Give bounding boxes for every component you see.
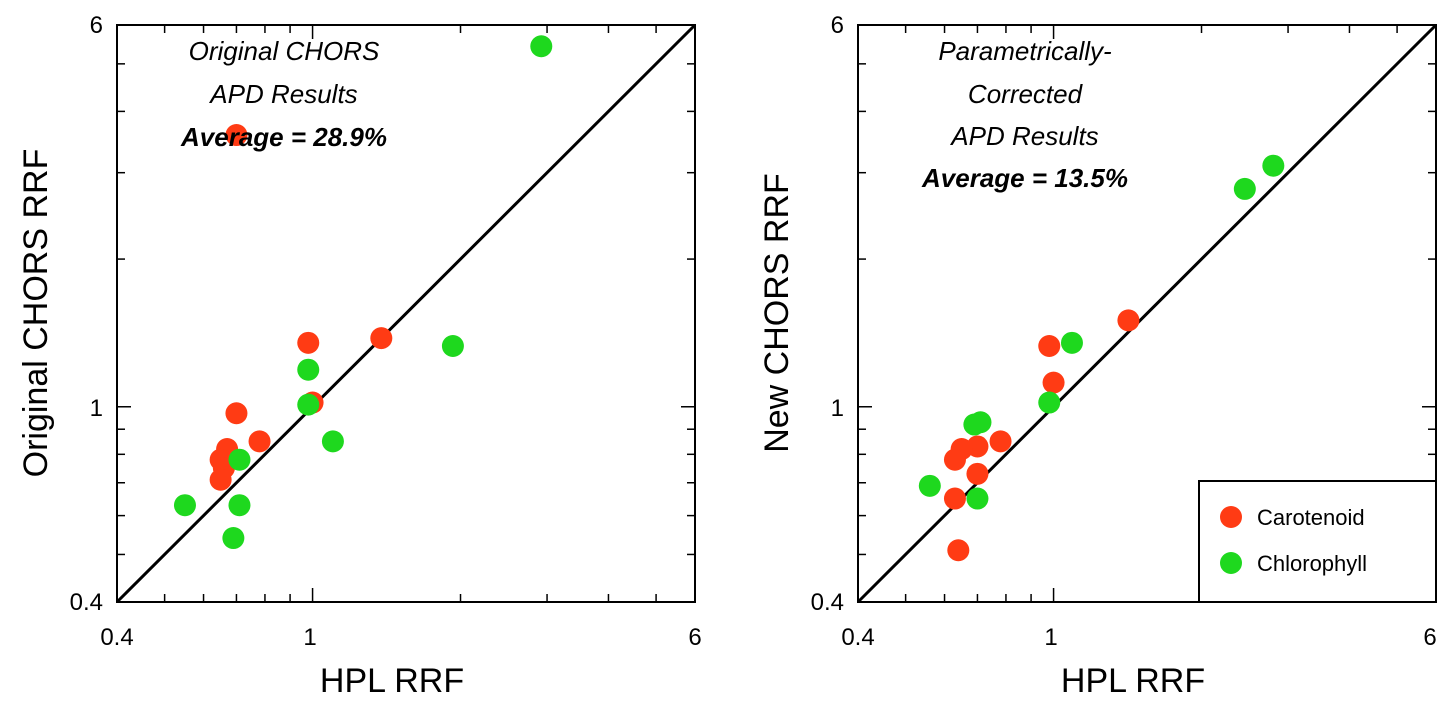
carotenoid-point — [947, 539, 970, 562]
left-x-axis-title: HPL RRF — [320, 662, 464, 700]
right-plot-points — [918, 154, 1285, 562]
legend-box — [1198, 480, 1437, 603]
left-plot-minor-ticks — [116, 24, 696, 603]
right-xtick-label-6: 6 — [1423, 624, 1436, 651]
right-x-axis-title: HPL RRF — [1061, 662, 1205, 700]
right-y-axis-title: New CHORS RRF — [758, 173, 796, 453]
left-ytick-label-0.4: 0.4 — [70, 589, 103, 616]
carotenoid-point — [370, 327, 393, 350]
left-identity-line — [115, 23, 697, 604]
left-plot-frame — [116, 24, 696, 603]
left-annotation-line-2: APD Results — [208, 79, 357, 109]
carotenoid-point — [297, 331, 320, 354]
chlorophyll-point — [1038, 391, 1061, 414]
right-ytick-label-6: 6 — [831, 12, 844, 39]
right-annotation-line-3: APD Results — [949, 121, 1098, 151]
chlorophyll-point — [321, 430, 344, 453]
right-annotation-line-1: Parametrically- — [938, 36, 1112, 66]
carotenoid-point — [943, 487, 966, 510]
right-annotation-average: Average = 13.5% — [921, 163, 1128, 193]
carotenoid-point — [225, 124, 248, 147]
legend-label-carotenoid: Carotenoid — [1257, 505, 1365, 530]
left-plot-points — [173, 35, 553, 550]
carotenoid-point — [943, 448, 966, 471]
legend-marker-carotenoid — [1220, 506, 1242, 528]
right-ytick-label-1: 1 — [831, 395, 844, 422]
carotenoid-point — [1117, 309, 1140, 332]
right-plot: 6 1 0.4 0.4 1 6 HPL RRF New CHORS RRF Pa… — [758, 12, 1438, 700]
carotenoid-point — [209, 468, 232, 491]
left-ytick-label-1: 1 — [90, 395, 103, 422]
left-annotation-average: Average = 28.9% — [180, 122, 387, 152]
chlorophyll-point — [228, 494, 251, 517]
right-xtick-label-1: 1 — [1044, 624, 1057, 651]
legend-marker-chlorophyll — [1220, 552, 1242, 574]
chlorophyll-point — [918, 474, 941, 497]
left-xtick-label-6: 6 — [688, 624, 701, 651]
chlorophyll-point — [441, 335, 464, 358]
right-plot-frame — [857, 24, 1437, 603]
carotenoid-point — [966, 462, 989, 485]
left-plot: 6 1 0.4 0.4 1 6 HPL RRF Original CHORS R… — [17, 12, 702, 700]
left-annotation-line-1: Original CHORS — [189, 36, 380, 66]
chlorophyll-point — [1233, 177, 1256, 200]
carotenoid-point — [1042, 371, 1065, 394]
left-y-axis-title: Original CHORS RRF — [17, 149, 55, 478]
chlorophyll-point — [966, 487, 989, 510]
left-xtick-label-0.4: 0.4 — [100, 624, 133, 651]
right-ytick-label-0.4: 0.4 — [811, 589, 844, 616]
carotenoid-point — [248, 430, 271, 453]
chlorophyll-point — [963, 413, 986, 436]
right-annotation-line-2: Corrected — [968, 79, 1084, 109]
chlorophyll-point — [222, 527, 245, 550]
right-xtick-label-0.4: 0.4 — [841, 624, 874, 651]
chlorophyll-point — [297, 358, 320, 381]
carotenoid-point — [225, 402, 248, 425]
carotenoid-point — [989, 430, 1012, 453]
chlorophyll-point — [1262, 154, 1285, 177]
chlorophyll-point — [228, 448, 251, 471]
chlorophyll-point — [173, 494, 196, 517]
chlorophyll-point — [297, 393, 320, 416]
chlorophyll-point — [1060, 331, 1083, 354]
carotenoid-point — [1038, 335, 1061, 358]
legend-label-chlorophyll: Chlorophyll — [1257, 551, 1367, 576]
left-xtick-label-1: 1 — [303, 624, 316, 651]
legend: Carotenoid Chlorophyll — [1198, 480, 1437, 603]
left-ytick-label-6: 6 — [90, 12, 103, 39]
chlorophyll-point — [530, 35, 553, 58]
